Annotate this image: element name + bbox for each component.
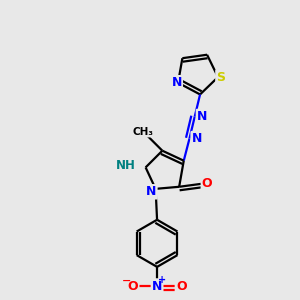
Text: N: N: [197, 110, 207, 123]
Text: CH₃: CH₃: [133, 127, 154, 136]
Text: N: N: [146, 185, 156, 198]
Text: O: O: [176, 280, 187, 292]
Text: N: N: [192, 132, 202, 145]
Text: −: −: [122, 276, 131, 286]
Text: NH: NH: [116, 159, 136, 172]
Text: N: N: [152, 280, 162, 292]
Text: +: +: [158, 275, 166, 285]
Text: N: N: [171, 76, 182, 89]
Text: S: S: [216, 70, 225, 84]
Text: O: O: [202, 177, 212, 190]
Text: O: O: [128, 280, 138, 292]
